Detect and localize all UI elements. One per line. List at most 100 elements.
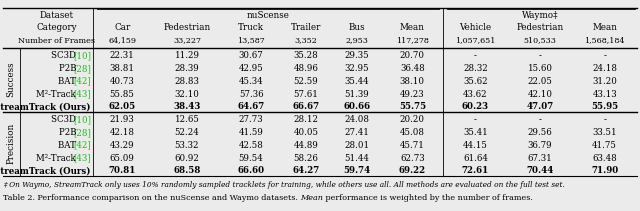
Text: 35.62: 35.62 <box>463 77 488 86</box>
Text: 62.73: 62.73 <box>400 154 425 162</box>
Text: 40.05: 40.05 <box>293 128 319 137</box>
Text: 27.73: 27.73 <box>239 115 264 124</box>
Text: Number of Frames: Number of Frames <box>18 37 95 45</box>
Text: 35.41: 35.41 <box>463 128 488 137</box>
Text: 36.79: 36.79 <box>528 141 552 150</box>
Text: 28.39: 28.39 <box>175 64 199 73</box>
Text: Trailer: Trailer <box>291 23 321 32</box>
Text: performance is weighted by the number of frames.: performance is weighted by the number of… <box>323 194 533 202</box>
Text: 1,568,184: 1,568,184 <box>584 37 625 45</box>
Text: 28.01: 28.01 <box>344 141 369 150</box>
Text: -: - <box>604 115 606 124</box>
Text: -: - <box>539 115 541 124</box>
Text: M²-Track: M²-Track <box>36 89 79 99</box>
Text: 44.89: 44.89 <box>294 141 318 150</box>
Text: 13,587: 13,587 <box>237 37 265 45</box>
Text: 3,352: 3,352 <box>294 37 317 45</box>
Text: [10]: [10] <box>73 115 91 124</box>
Text: 41.59: 41.59 <box>239 128 264 137</box>
Text: ‡ On Waymo, StreamTrack only uses 10% randomly sampled tracklets for training, w: ‡ On Waymo, StreamTrack only uses 10% ra… <box>3 181 565 189</box>
Text: Car: Car <box>114 23 131 32</box>
Text: [10]: [10] <box>73 51 91 60</box>
Text: 70.44: 70.44 <box>526 166 554 175</box>
Text: 43.62: 43.62 <box>463 89 488 99</box>
Text: 117,278: 117,278 <box>396 37 429 45</box>
Text: 69.22: 69.22 <box>399 166 426 175</box>
Text: 22.05: 22.05 <box>527 77 552 86</box>
Text: StreamTrack (Ours): StreamTrack (Ours) <box>0 166 91 175</box>
Text: 35.28: 35.28 <box>294 51 318 60</box>
Text: 22.31: 22.31 <box>110 51 134 60</box>
Text: 12.65: 12.65 <box>175 115 199 124</box>
Text: 42.10: 42.10 <box>527 89 552 99</box>
Text: [28]: [28] <box>73 128 91 137</box>
Text: 60.92: 60.92 <box>175 154 199 162</box>
Text: 66.67: 66.67 <box>292 102 319 111</box>
Text: 62.05: 62.05 <box>109 102 136 111</box>
Text: 28.12: 28.12 <box>293 115 319 124</box>
Text: 27.41: 27.41 <box>344 128 369 137</box>
Text: 36.48: 36.48 <box>400 64 425 73</box>
Text: 29.56: 29.56 <box>527 128 552 137</box>
Text: Table 2. Performance comparison on the nuScense and Waymo datasets.: Table 2. Performance comparison on the n… <box>3 194 300 202</box>
Text: 41.75: 41.75 <box>592 141 617 150</box>
Text: -: - <box>604 51 606 60</box>
Text: 70.81: 70.81 <box>108 166 136 175</box>
Text: BAT: BAT <box>58 141 79 150</box>
Text: 64.67: 64.67 <box>237 102 265 111</box>
Text: 72.61: 72.61 <box>461 166 489 175</box>
Text: 68.58: 68.58 <box>173 166 200 175</box>
Text: 32.95: 32.95 <box>345 64 369 73</box>
Text: 52.24: 52.24 <box>175 128 199 137</box>
Text: 33.51: 33.51 <box>593 128 617 137</box>
Text: -: - <box>539 51 541 60</box>
Text: Truck: Truck <box>238 23 264 32</box>
Text: 55.85: 55.85 <box>109 89 134 99</box>
Text: 53.32: 53.32 <box>175 141 199 150</box>
Text: 1,057,651: 1,057,651 <box>455 37 495 45</box>
Text: [43]: [43] <box>74 89 91 99</box>
Text: 45.34: 45.34 <box>239 77 264 86</box>
Text: 60.66: 60.66 <box>344 102 371 111</box>
Text: -: - <box>474 115 477 124</box>
Text: 21.93: 21.93 <box>110 115 134 124</box>
Text: 31.20: 31.20 <box>592 77 617 86</box>
Text: Mean: Mean <box>300 194 323 202</box>
Text: P2B: P2B <box>58 64 79 73</box>
Text: 66.60: 66.60 <box>237 166 265 175</box>
Text: Success: Success <box>6 62 15 97</box>
Text: 55.75: 55.75 <box>399 102 426 111</box>
Text: Precision: Precision <box>6 123 15 164</box>
Text: 64,159: 64,159 <box>108 37 136 45</box>
Text: 20.20: 20.20 <box>400 115 425 124</box>
Text: BAT: BAT <box>58 77 79 86</box>
Text: 38.81: 38.81 <box>109 64 134 73</box>
Text: 33,227: 33,227 <box>173 37 201 45</box>
Text: 59.54: 59.54 <box>239 154 264 162</box>
Text: -: - <box>474 51 477 60</box>
Text: 15.60: 15.60 <box>527 64 552 73</box>
Text: 55.95: 55.95 <box>591 102 618 111</box>
Text: 45.71: 45.71 <box>400 141 425 150</box>
Text: 64.27: 64.27 <box>292 166 319 175</box>
Text: 38.10: 38.10 <box>400 77 425 86</box>
Text: Pedestrian: Pedestrian <box>163 23 211 32</box>
Text: 43.29: 43.29 <box>110 141 134 150</box>
Text: Dataset: Dataset <box>40 11 74 20</box>
Text: 40.73: 40.73 <box>110 77 134 86</box>
Text: 35.44: 35.44 <box>345 77 369 86</box>
Text: 45.08: 45.08 <box>400 128 425 137</box>
Text: 65.09: 65.09 <box>109 154 134 162</box>
Text: P2B: P2B <box>58 128 79 137</box>
Text: M²-Track: M²-Track <box>36 154 79 162</box>
Text: Vehicle: Vehicle <box>460 23 492 32</box>
Text: 29.35: 29.35 <box>345 51 369 60</box>
Text: 63.48: 63.48 <box>592 154 617 162</box>
Text: [42]: [42] <box>73 77 91 86</box>
Text: 43.13: 43.13 <box>593 89 617 99</box>
Text: 47.07: 47.07 <box>526 102 554 111</box>
Text: 51.39: 51.39 <box>344 89 369 99</box>
Text: Category: Category <box>36 23 77 32</box>
Text: [42]: [42] <box>73 141 91 150</box>
Text: Mean: Mean <box>592 23 617 32</box>
